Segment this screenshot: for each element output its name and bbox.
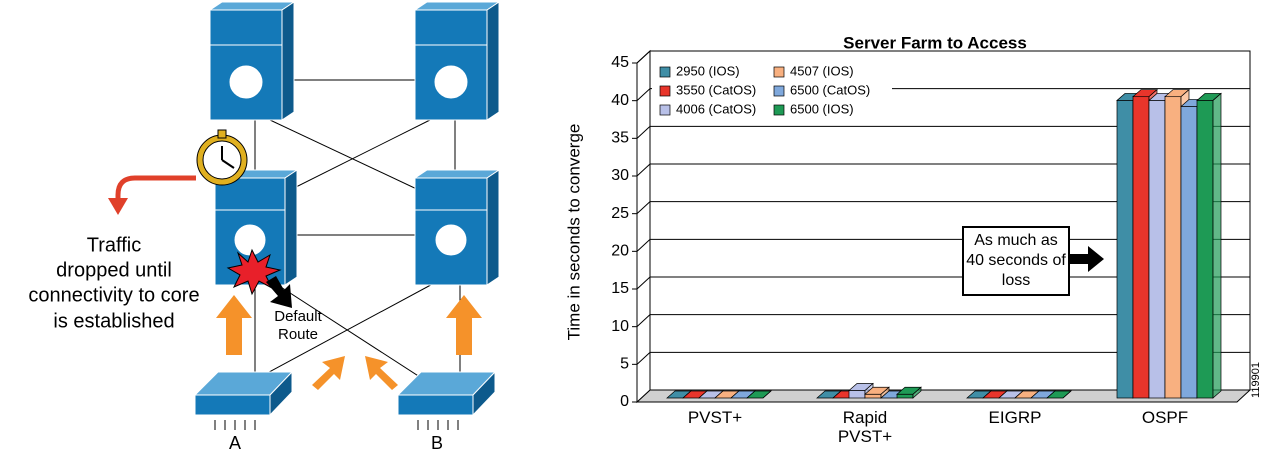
legend-label: 6500 (IOS): [790, 101, 854, 116]
legend-swatch: [773, 104, 785, 116]
x-tick-label: Rapid PVST+: [837, 408, 893, 446]
y-tick-label: 20: [611, 243, 629, 260]
switch: [413, 169, 501, 286]
note-line: is established: [53, 310, 174, 332]
x-tick-label: OSPF: [1141, 408, 1189, 427]
bar: [1180, 106, 1198, 399]
legend-swatch: [773, 85, 785, 97]
bar-side: [1062, 390, 1072, 399]
y-tick-label: 15: [611, 280, 629, 297]
y-axis-label: Time in seconds to converge: [564, 124, 583, 341]
x-tick-label: EIGRP: [988, 408, 1042, 427]
network-diagram: [108, 1, 501, 430]
bar: [1116, 100, 1134, 399]
bar: [1132, 96, 1150, 399]
grid-line: [636, 314, 651, 328]
clock: [196, 129, 248, 186]
x-tick-label: PVST+: [687, 408, 743, 427]
note-line: Traffic: [87, 234, 141, 256]
bar-side: [762, 390, 772, 399]
grid-line: [636, 163, 651, 177]
switch: [413, 1, 501, 121]
legend-label: 4507 (IOS): [790, 63, 854, 78]
grid-line: [636, 351, 651, 365]
legend-swatch: [659, 104, 671, 116]
bar-side: [912, 386, 922, 399]
chart-title: Server Farm to Access: [843, 33, 1027, 52]
access-switch: [193, 370, 294, 417]
note-line: connectivity to core: [28, 284, 199, 306]
ports: [214, 420, 459, 430]
side-wall: [636, 49, 651, 404]
grid-line: [636, 125, 651, 139]
traffic-arrows: [216, 295, 482, 390]
route-label: Route: [278, 326, 318, 343]
bar: [1164, 96, 1182, 399]
switch: [208, 1, 296, 121]
grid-line: [636, 88, 651, 102]
bar-side: [1212, 92, 1222, 399]
grid-line: [636, 50, 651, 64]
y-tick-label: 5: [620, 356, 629, 373]
chart: 0 5 10 15 20 25 30 35 40 45 Server Farm to Access T…: [564, 33, 1261, 410]
bar: [896, 393, 914, 399]
annotation-arrow: [1070, 246, 1104, 272]
bar: [1148, 100, 1166, 399]
access-label: B: [431, 433, 443, 449]
grid-line: [636, 238, 651, 252]
bar: [848, 390, 866, 399]
route-arrow: [266, 276, 292, 308]
y-tick-label: 25: [611, 205, 629, 222]
y-tick-label: 35: [611, 130, 629, 147]
legend-label: 3550 (CatOS): [676, 82, 756, 97]
route-label: Default: [274, 308, 322, 325]
bar: [864, 393, 882, 399]
y-tick-label: 45: [611, 54, 629, 71]
y-tick-label: 10: [611, 318, 629, 335]
y-tick-label: 40: [611, 92, 629, 109]
figure-id: 119901: [1250, 362, 1261, 398]
note-line: dropped until: [56, 259, 172, 281]
legend-label: 2950 (IOS): [676, 63, 740, 78]
legend-swatch: [659, 66, 671, 78]
legend: [652, 60, 892, 122]
legend-swatch: [773, 66, 785, 78]
access-switch: [396, 370, 497, 417]
grid-line: [636, 276, 651, 290]
drop-arrow-head: [108, 198, 128, 215]
y-tick-label: 0: [620, 393, 629, 410]
annotation: As much as 40 seconds of loss: [962, 226, 1070, 296]
grid-line: [636, 201, 651, 215]
legend-label: 6500 (CatOS): [790, 82, 870, 97]
drop-arrow: [115, 175, 196, 200]
diagram-labels: Traffic dropped until connectivity to co…: [28, 234, 443, 449]
legend-swatch: [659, 85, 671, 97]
legend-label: 4006 (CatOS): [676, 101, 756, 116]
links: [244, 79, 461, 391]
bar: [1196, 100, 1214, 399]
access-label: A: [229, 433, 241, 449]
y-tick-label: 30: [611, 167, 629, 184]
